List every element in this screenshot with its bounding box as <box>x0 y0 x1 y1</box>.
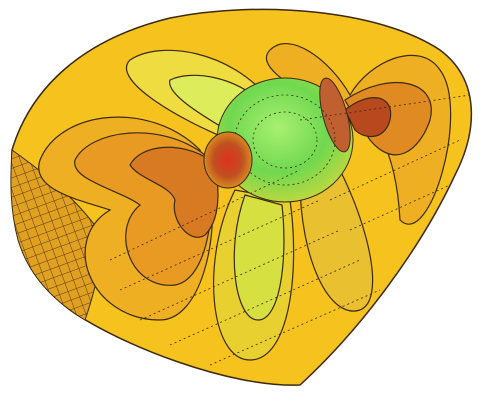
page <box>0 0 486 394</box>
contour <box>234 195 284 320</box>
hot-spot <box>204 132 252 188</box>
visualization <box>0 0 486 394</box>
